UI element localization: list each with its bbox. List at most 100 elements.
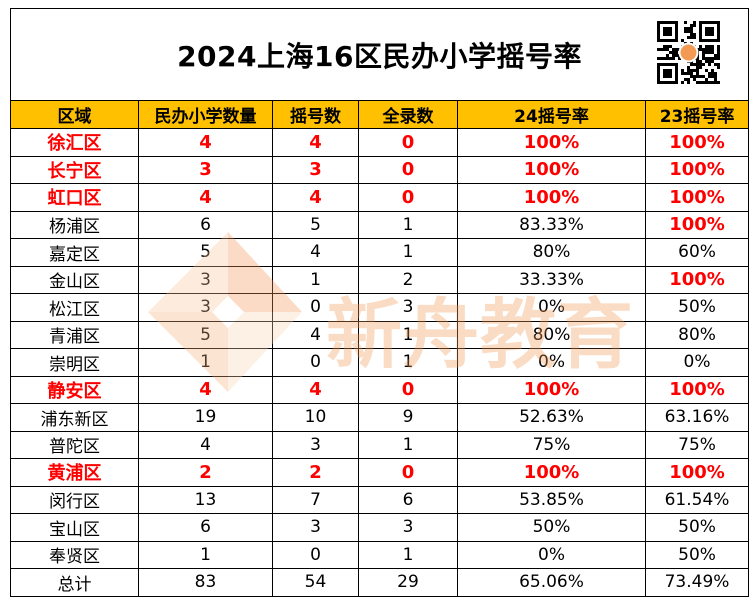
table-cell-rate-2023: 100% [644,210,750,239]
table-cell-region: 黄浦区 [10,458,139,487]
table-cell-region: 青浦区 [10,320,139,349]
table-cell-full-admission-count: 1 [358,430,458,459]
column-header-full-admission-count: 全录数 [358,100,458,129]
table-cell-region: 金山区 [10,265,139,294]
table-body: 徐汇区 4 4 0 100% 100% 长宁区 3 3 0 100% 100% 虹口区 4 4 0 100% 10… [10,128,750,597]
table-cell-lottery-count: 5 [272,210,359,239]
table-cell-school-count: 83 [138,568,273,597]
table-cell-full-admission-count: 0 [358,183,458,212]
table-cell-school-count: 4 [138,375,273,404]
table-row: 嘉定区 5 4 1 80% 60% [10,238,750,267]
table-cell-full-admission-count: 1 [358,320,458,349]
table-cell-region: 总计 [10,568,139,597]
table-cell-school-count: 6 [138,210,273,239]
table-cell-lottery-count: 4 [272,238,359,267]
table-cell-rate-2024: 50% [457,513,646,542]
table-cell-lottery-count: 10 [272,403,359,432]
table-cell-rate-2024: 52.63% [457,403,646,432]
table-row: 徐汇区 4 4 0 100% 100% [10,128,750,157]
table-cell-lottery-count: 4 [272,183,359,212]
table-row: 长宁区 3 3 0 100% 100% [10,155,750,184]
table-row: 杨浦区 6 5 1 83.33% 100% [10,210,750,239]
lottery-rate-table: 2024上海16区民办小学摇号率 区域 民办小学数量 摇号数 全录数 24摇号率 23摇号… [9,8,750,597]
table-cell-rate-2023: 100% [644,458,750,487]
table-cell-rate-2024: 100% [457,128,646,157]
table-cell-region: 松江区 [10,293,139,322]
table-cell-rate-2023: 75% [644,430,750,459]
table-cell-region: 崇明区 [10,348,139,377]
table-cell-full-admission-count: 29 [358,568,458,597]
table-row: 青浦区 5 4 1 80% 80% [10,320,750,349]
table-row: 宝山区 6 3 3 50% 50% [10,513,750,542]
table-cell-region: 虹口区 [10,183,139,212]
table-cell-school-count: 4 [138,183,273,212]
table-cell-region: 长宁区 [10,155,139,184]
table-cell-rate-2024: 100% [457,375,646,404]
table-cell-region: 杨浦区 [10,210,139,239]
table-cell-full-admission-count: 6 [358,485,458,514]
table-cell-school-count: 19 [138,403,273,432]
table-cell-rate-2023: 50% [644,293,750,322]
table-cell-full-admission-count: 1 [358,210,458,239]
table-cell-rate-2023: 0% [644,348,750,377]
table-cell-rate-2023: 61.54% [644,485,750,514]
table-cell-lottery-count: 0 [272,293,359,322]
table-cell-region: 浦东新区 [10,403,139,432]
table-cell-rate-2023: 80% [644,320,750,349]
table-cell-school-count: 4 [138,128,273,157]
table-cell-rate-2024: 53.85% [457,485,646,514]
table-cell-rate-2024: 83.33% [457,210,646,239]
table-cell-school-count: 5 [138,238,273,267]
table-cell-rate-2024: 0% [457,348,646,377]
column-header-lottery-count: 摇号数 [272,100,359,129]
table-cell-school-count: 3 [138,155,273,184]
table-cell-lottery-count: 3 [272,430,359,459]
table-cell-school-count: 1 [138,348,273,377]
table-row: 金山区 3 1 2 33.33% 100% [10,265,750,294]
table-cell-lottery-count: 0 [272,348,359,377]
table-cell-rate-2024: 0% [457,293,646,322]
column-header-rate-2023: 23摇号率 [644,100,750,129]
column-header-school-count: 民办小学数量 [138,100,273,129]
table-cell-full-admission-count: 1 [358,348,458,377]
table-cell-rate-2023: 100% [644,265,750,294]
table-row: 浦东新区 19 10 9 52.63% 63.16% [10,403,750,432]
table-cell-rate-2023: 63.16% [644,403,750,432]
table-cell-region: 奉贤区 [10,540,139,569]
table-cell-rate-2023: 60% [644,238,750,267]
table-cell-full-admission-count: 9 [358,403,458,432]
lottery-rate-table-frame: 2024上海16区民办小学摇号率 区域 民办小学数量 摇号数 全录数 24摇号率 23摇号… [9,8,750,597]
table-cell-full-admission-count: 3 [358,513,458,542]
table-cell-rate-2024: 33.33% [457,265,646,294]
table-title-cell: 2024上海16区民办小学摇号率 [9,8,750,101]
table-cell-full-admission-count: 0 [358,375,458,404]
table-cell-lottery-count: 4 [272,128,359,157]
column-header-region: 区域 [10,100,139,129]
table-row: 松江区 3 0 3 0% 50% [10,293,750,322]
table-cell-rate-2023: 100% [644,128,750,157]
table-cell-rate-2024: 75% [457,430,646,459]
table-title: 2024上海16区民办小学摇号率 [177,39,582,73]
table-cell-full-admission-count: 2 [358,265,458,294]
table-cell-lottery-count: 1 [272,265,359,294]
table-cell-rate-2023: 73.49% [644,568,750,597]
table-cell-full-admission-count: 0 [358,458,458,487]
qr-code-icon [657,21,720,84]
column-header-rate-2024: 24摇号率 [457,100,646,129]
table-cell-rate-2024: 80% [457,320,646,349]
table-cell-lottery-count: 3 [272,155,359,184]
table-row: 静安区 4 4 0 100% 100% [10,375,750,404]
table-row: 虹口区 4 4 0 100% 100% [10,183,750,212]
table-cell-rate-2024: 80% [457,238,646,267]
table-cell-rate-2024: 100% [457,183,646,212]
table-cell-full-admission-count: 0 [358,128,458,157]
table-row: 黄浦区 2 2 0 100% 100% [10,458,750,487]
table-cell-rate-2024: 100% [457,155,646,184]
table-cell-rate-2024: 0% [457,540,646,569]
title-row: 2024上海16区民办小学摇号率 [9,8,750,101]
table-cell-rate-2023: 50% [644,540,750,569]
table-cell-lottery-count: 2 [272,458,359,487]
table-cell-school-count: 3 [138,265,273,294]
table-cell-lottery-count: 7 [272,485,359,514]
table-cell-rate-2024: 65.06% [457,568,646,597]
